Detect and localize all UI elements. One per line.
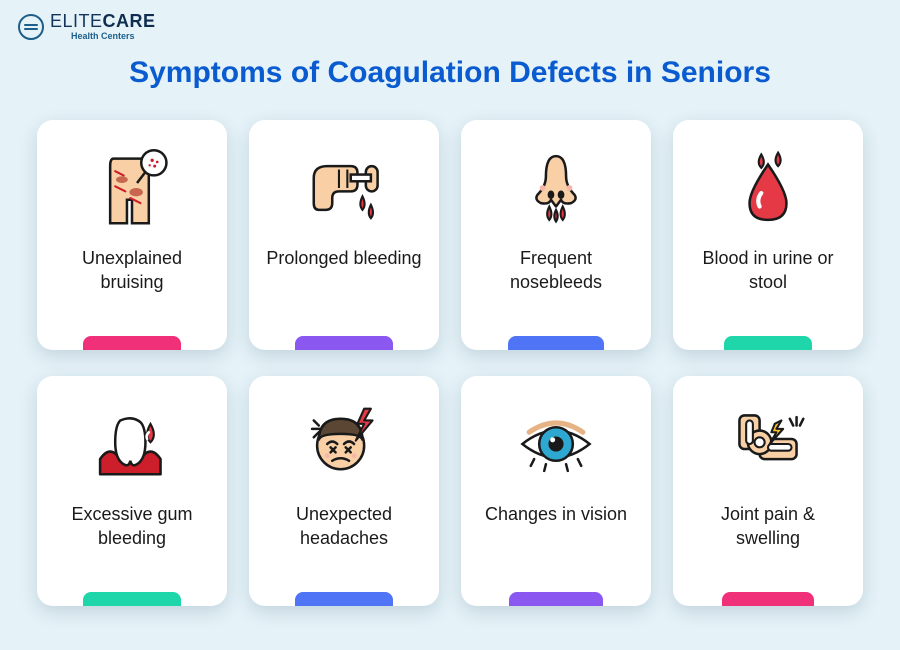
card-accent-bar [509, 592, 603, 606]
card-accent-bar [83, 336, 181, 350]
symptom-card: Frequent nosebleeds [461, 120, 651, 350]
symptom-card: Unexplained bruising [37, 120, 227, 350]
card-accent-bar [295, 336, 393, 350]
symptom-card: Excessive gum bleeding [37, 376, 227, 606]
bleeding-icon [302, 142, 386, 234]
gums-icon [90, 398, 174, 490]
symptom-card: Blood in urine or stool [673, 120, 863, 350]
joint-icon [726, 398, 810, 490]
symptom-label: Changes in vision [485, 502, 627, 526]
symptom-label: Excessive gum bleeding [51, 502, 213, 551]
symptom-card: Unexpected headaches [249, 376, 439, 606]
logo-mark-icon [18, 14, 44, 40]
logo-main-bold: CARE [103, 11, 156, 31]
symptom-label: Unexpected headaches [263, 502, 425, 551]
symptom-card: Changes in vision [461, 376, 651, 606]
card-accent-bar [508, 336, 604, 350]
card-accent-bar [722, 592, 814, 606]
symptom-label: Unexplained bruising [51, 246, 213, 295]
logo-text: ELITECARE Health Centers [50, 12, 156, 41]
symptom-label: Frequent nosebleeds [475, 246, 637, 295]
vision-icon [514, 398, 598, 490]
headache-icon [302, 398, 386, 490]
bruising-icon [90, 142, 174, 234]
symptom-card: Joint pain & swelling [673, 376, 863, 606]
brand-logo: ELITECARE Health Centers [18, 12, 156, 41]
symptom-label: Blood in urine or stool [687, 246, 849, 295]
blood-drop-icon [726, 142, 810, 234]
logo-main-thin: ELITE [50, 11, 103, 31]
card-accent-bar [724, 336, 812, 350]
symptom-label: Joint pain & swelling [687, 502, 849, 551]
nosebleed-icon [514, 142, 598, 234]
cards-grid: Unexplained bruising Prolonged bleeding … [0, 120, 900, 606]
symptom-label: Prolonged bleeding [266, 246, 421, 270]
symptom-card: Prolonged bleeding [249, 120, 439, 350]
card-accent-bar [295, 592, 393, 606]
logo-subtext: Health Centers [50, 32, 156, 41]
card-accent-bar [83, 592, 181, 606]
